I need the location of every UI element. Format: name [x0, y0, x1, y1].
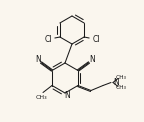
Text: CH₃: CH₃ — [115, 85, 126, 90]
Text: CH₃: CH₃ — [35, 95, 47, 100]
Text: N: N — [35, 55, 41, 64]
Text: N: N — [113, 78, 119, 87]
Text: N: N — [64, 92, 70, 101]
Text: Cl: Cl — [92, 35, 100, 44]
Text: N: N — [89, 55, 95, 64]
Text: CH₃: CH₃ — [115, 75, 126, 80]
Text: Cl: Cl — [44, 35, 52, 44]
